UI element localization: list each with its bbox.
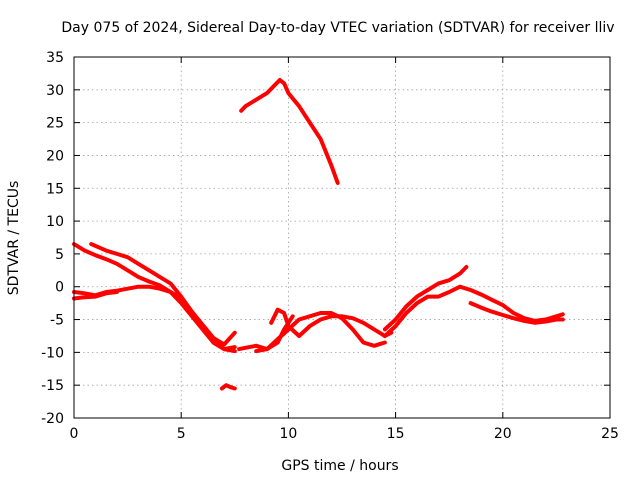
x-tick-label: 5 (177, 426, 186, 442)
plot-frame (73, 56, 611, 419)
x-tick-label: 15 (387, 426, 405, 442)
series-arc-10 (219, 383, 237, 391)
y-tick-label: 35 (46, 50, 64, 66)
y-tick-label: 0 (55, 280, 64, 296)
y-tick-label: -15 (41, 378, 64, 394)
x-axis-label: GPS time / hours (281, 458, 398, 474)
series-arc-13 (468, 301, 565, 325)
data-series (72, 78, 565, 391)
series-arc-4 (72, 290, 119, 301)
y-tick-label: -20 (41, 411, 64, 427)
series-arc-11 (382, 265, 469, 332)
y-tick-label: 20 (46, 148, 64, 164)
y-tick-label: 25 (46, 116, 64, 132)
x-tick-label: 20 (494, 426, 512, 442)
x-tick-label: 25 (601, 426, 619, 442)
x-tick-label: 10 (279, 426, 297, 442)
y-tick-label: 10 (46, 214, 64, 230)
series-arc-9 (239, 78, 340, 185)
y-tick-label: 5 (55, 247, 64, 263)
y-tick-label: 30 (46, 83, 64, 99)
y-axis-label: SDTVAR / TECUs (6, 181, 22, 296)
series-arc-8 (275, 311, 387, 348)
grid (74, 57, 610, 418)
chart-title: Day 075 of 2024, Sidereal Day-to-day VTE… (61, 20, 614, 36)
y-tick-label: -5 (50, 313, 64, 329)
series-arc-12 (382, 284, 565, 338)
series-arc-7 (269, 307, 394, 338)
series-arc-2 (89, 242, 237, 347)
x-tick-label: 0 (70, 426, 79, 442)
y-tick-label: 15 (46, 181, 64, 197)
axis-ticks: 0 5 10 15 20 25 -20 -15 -10 -5 0 5 10 15 20 25 30 35 (41, 50, 619, 442)
y-tick-label: -10 (41, 345, 64, 361)
